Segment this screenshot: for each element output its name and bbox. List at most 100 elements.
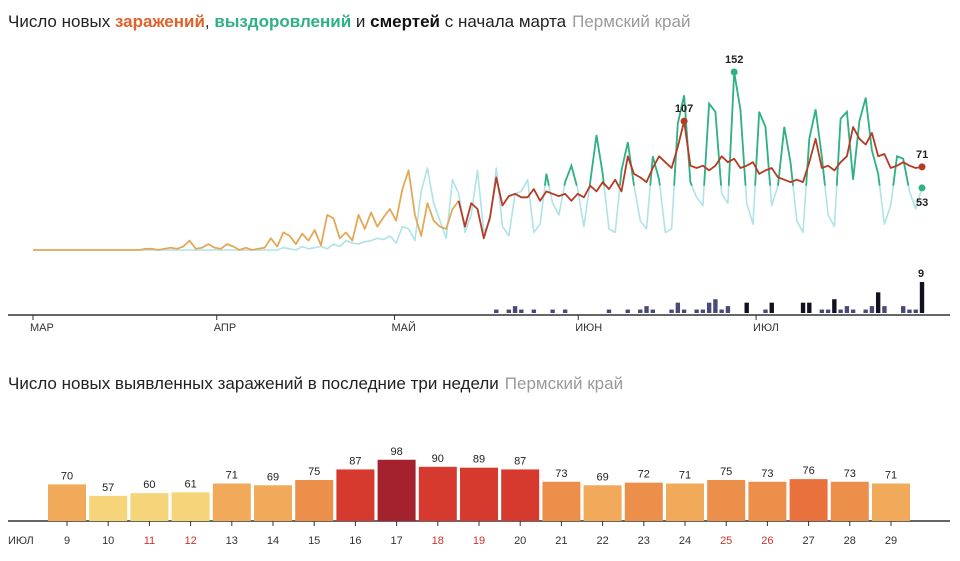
bar-value-label: 73 <box>555 468 567 480</box>
bar-value-label: 75 <box>720 466 732 478</box>
death-bar <box>706 302 712 313</box>
x-tick-label: 22 <box>596 535 608 547</box>
death-bar <box>800 302 806 313</box>
death-bar <box>863 309 868 313</box>
data-label: 152 <box>725 54 743 66</box>
x-tick-label: 16 <box>349 535 361 547</box>
title-deaths: смертей <box>370 12 441 31</box>
bar-value-label: 70 <box>61 470 73 482</box>
data-label: 53 <box>916 197 928 209</box>
bar-value-label: 69 <box>596 471 608 483</box>
bar-value-label: 61 <box>184 478 196 490</box>
death-bar <box>562 309 568 313</box>
bar <box>872 483 910 521</box>
peak-marker <box>730 68 738 76</box>
x-tick-label: 12 <box>184 535 196 547</box>
bar-value-label: 87 <box>514 455 526 467</box>
x-tick-label: МАР <box>30 322 54 334</box>
peak-marker <box>918 184 926 192</box>
death-bar <box>907 309 912 313</box>
death-bar <box>713 299 718 313</box>
title-recoveries: выздоровлений <box>214 12 352 31</box>
death-bar <box>744 302 749 313</box>
bar <box>89 495 128 521</box>
death-bar <box>512 306 518 313</box>
bar <box>460 467 498 521</box>
bar <box>212 483 251 521</box>
x-tick-label: МАЙ <box>392 321 416 334</box>
title-infections: заражений <box>114 12 205 31</box>
bar-value-label: 90 <box>432 453 444 465</box>
x-tick-label: 10 <box>102 535 114 547</box>
bar-value-label: 73 <box>844 468 856 480</box>
death-bar <box>681 309 687 313</box>
death-bar <box>882 306 887 313</box>
bar <box>418 466 457 521</box>
infections-line <box>33 169 460 251</box>
data-label: 107 <box>675 103 693 115</box>
death-bar <box>694 309 699 313</box>
death-bar <box>832 299 837 313</box>
death-bar <box>838 309 843 313</box>
x-tick-label: ИЮЛ <box>753 322 779 334</box>
bar <box>583 485 622 521</box>
bar-value-label: 73 <box>761 468 773 480</box>
title-sep: и <box>351 12 371 31</box>
death-bar <box>650 309 655 313</box>
bar <box>666 483 704 521</box>
title-text: Число новых <box>8 12 115 31</box>
death-bar <box>844 306 850 313</box>
death-bar <box>519 309 524 313</box>
bar-value-label: 71 <box>885 470 897 482</box>
month-label: ИЮЛ <box>8 535 34 547</box>
x-tick-label: 17 <box>390 535 402 547</box>
bar-value-label: 98 <box>390 446 402 458</box>
death-bar <box>725 306 731 313</box>
x-tick-label: 14 <box>267 535 279 547</box>
death-bar <box>606 309 612 313</box>
x-tick-label: 19 <box>473 535 485 547</box>
bar-value-label: 69 <box>267 471 279 483</box>
x-tick-label: ИЮН <box>575 322 602 334</box>
peak-marker <box>680 117 688 125</box>
bar-value-label: 75 <box>308 466 320 478</box>
x-tick-label: 29 <box>885 535 897 547</box>
x-tick-label: 13 <box>226 535 238 547</box>
bar <box>336 469 375 521</box>
recoveries-line-peak <box>544 71 910 186</box>
death-bar <box>901 306 906 313</box>
bar <box>48 484 86 521</box>
recoveries-line <box>33 71 923 251</box>
death-bar <box>494 309 499 313</box>
bar <box>295 480 334 521</box>
bar-value-label: 60 <box>143 479 155 491</box>
death-bar <box>644 306 649 313</box>
bar <box>130 493 169 521</box>
bar-value-label: 71 <box>226 470 238 482</box>
x-tick-label: 24 <box>679 535 691 547</box>
death-bar <box>638 309 643 313</box>
bar <box>171 492 210 521</box>
death-bar <box>719 309 724 313</box>
bar <box>501 469 540 521</box>
bar-value-label: 71 <box>679 470 691 482</box>
bar <box>789 479 828 521</box>
death-bar <box>869 306 875 313</box>
bar-value-label: 57 <box>102 482 114 494</box>
title-region: Пермский край <box>504 374 624 393</box>
death-bar <box>807 302 812 313</box>
peak-marker <box>918 163 926 171</box>
death-bar <box>550 309 555 313</box>
data-label: 71 <box>916 149 928 161</box>
bar <box>748 481 787 521</box>
bar-value-label: 89 <box>473 454 485 466</box>
bar-value-label: 76 <box>802 465 814 477</box>
death-bar <box>825 309 831 313</box>
x-tick-label: 25 <box>720 535 732 547</box>
x-tick-label: 18 <box>432 535 444 547</box>
x-tick-label: 27 <box>802 535 814 547</box>
x-tick-label: 9 <box>64 535 70 547</box>
bottom-chart-title: Число новых выявленных заражений в после… <box>8 374 623 394</box>
bar <box>624 482 663 521</box>
bar <box>830 481 869 521</box>
